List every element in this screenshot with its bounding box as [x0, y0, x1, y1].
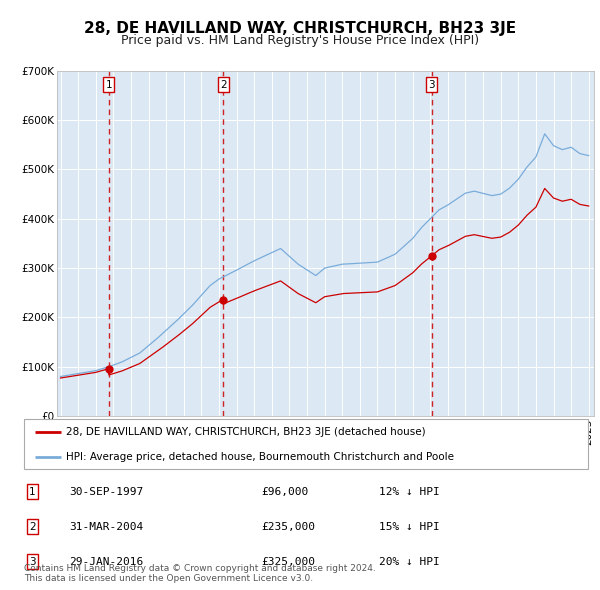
Text: HPI: Average price, detached house, Bournemouth Christchurch and Poole: HPI: Average price, detached house, Bour… [66, 451, 454, 461]
Text: £96,000: £96,000 [261, 487, 308, 497]
Text: £325,000: £325,000 [261, 556, 315, 566]
Text: 2: 2 [220, 80, 227, 90]
Text: 3: 3 [29, 556, 36, 566]
Text: 12% ↓ HPI: 12% ↓ HPI [379, 487, 440, 497]
Text: 20% ↓ HPI: 20% ↓ HPI [379, 556, 440, 566]
Text: Contains HM Land Registry data © Crown copyright and database right 2024.
This d: Contains HM Land Registry data © Crown c… [24, 563, 376, 583]
Text: £235,000: £235,000 [261, 522, 315, 532]
Text: 1: 1 [106, 80, 112, 90]
FancyBboxPatch shape [24, 419, 588, 469]
Text: 28, DE HAVILLAND WAY, CHRISTCHURCH, BH23 3JE (detached house): 28, DE HAVILLAND WAY, CHRISTCHURCH, BH23… [66, 427, 426, 437]
Text: Price paid vs. HM Land Registry's House Price Index (HPI): Price paid vs. HM Land Registry's House … [121, 34, 479, 47]
Text: 1: 1 [29, 487, 36, 497]
Text: 15% ↓ HPI: 15% ↓ HPI [379, 522, 440, 532]
Text: 30-SEP-1997: 30-SEP-1997 [69, 487, 143, 497]
Text: 2: 2 [29, 522, 36, 532]
Text: 31-MAR-2004: 31-MAR-2004 [69, 522, 143, 532]
Text: 3: 3 [428, 80, 435, 90]
Text: 28, DE HAVILLAND WAY, CHRISTCHURCH, BH23 3JE: 28, DE HAVILLAND WAY, CHRISTCHURCH, BH23… [84, 21, 516, 35]
Text: 29-JAN-2016: 29-JAN-2016 [69, 556, 143, 566]
